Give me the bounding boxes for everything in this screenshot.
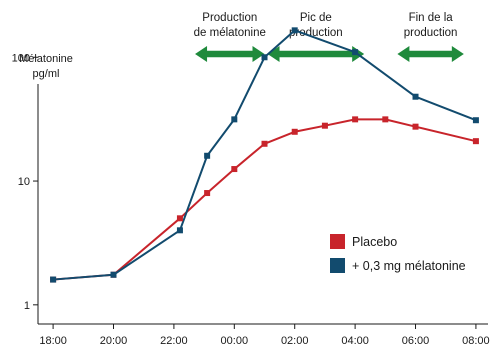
legend-swatch bbox=[330, 258, 345, 273]
y-axis-title: Mélatonine pg/ml bbox=[19, 53, 73, 80]
annotation-label-line1: Pic de bbox=[300, 12, 332, 24]
y-tick-label: 1 bbox=[24, 300, 30, 312]
x-tick-label: 02:00 bbox=[281, 335, 309, 347]
x-tick-label: 04:00 bbox=[341, 335, 369, 347]
y-axis-label-line1: Mélatonine bbox=[19, 53, 73, 65]
data-point bbox=[50, 276, 57, 283]
annotation-label-line2: production bbox=[289, 27, 343, 39]
x-tick-label: 00:00 bbox=[221, 335, 249, 347]
x-tick-label: 06:00 bbox=[402, 335, 430, 347]
annotation-label-line2: production bbox=[404, 27, 458, 39]
data-point bbox=[204, 190, 211, 197]
legend-label: + 0,3 mg mélatonine bbox=[352, 259, 466, 273]
phase-annotations: Production de mélatonine Pic de production F… bbox=[194, 12, 464, 62]
data-point bbox=[472, 138, 479, 145]
data-point bbox=[412, 123, 419, 130]
x-ticks: 18:00 20:00 22:00 00:00 02:00 04:00 06:00 08:00 bbox=[39, 324, 490, 347]
data-point bbox=[352, 49, 359, 56]
data-point bbox=[412, 93, 419, 100]
series-line bbox=[53, 29, 477, 281]
data-point bbox=[352, 116, 359, 123]
x-tick-label: 08:00 bbox=[462, 335, 490, 347]
data-point bbox=[261, 54, 268, 61]
x-tick-label: 22:00 bbox=[160, 335, 188, 347]
x-tick-label: 20:00 bbox=[100, 335, 128, 347]
series-line bbox=[53, 118, 477, 281]
annotation-label-line1: Fin de la bbox=[409, 12, 454, 24]
data-point bbox=[231, 116, 238, 123]
double-arrow-icon bbox=[397, 46, 464, 62]
data-point bbox=[472, 117, 479, 124]
data-point bbox=[382, 116, 389, 123]
data-point bbox=[204, 152, 211, 159]
double-arrow-icon bbox=[195, 46, 265, 62]
data-point bbox=[291, 128, 298, 135]
data-point bbox=[110, 271, 117, 278]
y-tick-label: 10 bbox=[18, 176, 30, 188]
data-point bbox=[261, 140, 268, 147]
data-point bbox=[291, 27, 298, 34]
y-tick-label: 100 bbox=[12, 52, 30, 64]
legend-swatch bbox=[330, 234, 345, 249]
y-ticks: 1 10 100 bbox=[12, 52, 38, 312]
legend-label: Placebo bbox=[352, 235, 397, 249]
data-point bbox=[231, 166, 238, 173]
data-point bbox=[321, 122, 328, 129]
data-point bbox=[176, 215, 183, 222]
x-tick-label: 18:00 bbox=[39, 335, 67, 347]
annotation-label-line1: Production bbox=[202, 12, 257, 24]
y-axis-label-line2: pg/ml bbox=[33, 68, 60, 80]
series-layer bbox=[50, 27, 479, 283]
legend: Placebo + 0,3 mg mélatonine bbox=[330, 234, 466, 273]
double-arrow-icon bbox=[267, 46, 365, 62]
annotation-label-line2: de mélatonine bbox=[194, 27, 266, 39]
data-point bbox=[176, 227, 183, 234]
